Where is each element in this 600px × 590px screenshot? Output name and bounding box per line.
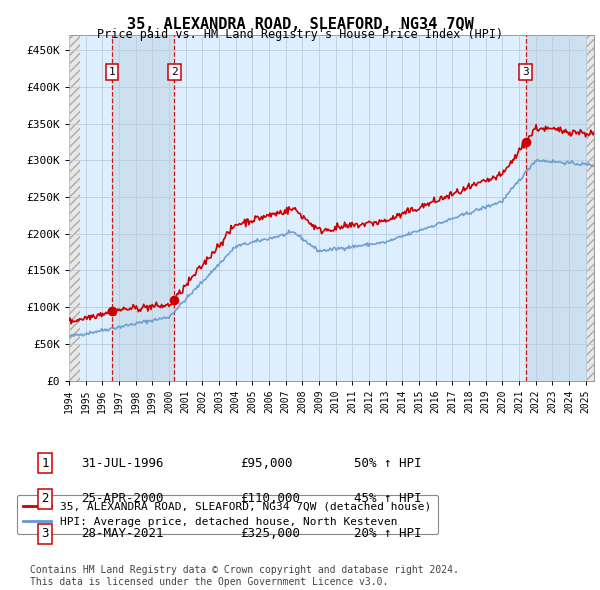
Text: 25-APR-2000: 25-APR-2000 bbox=[81, 492, 163, 505]
Bar bbox=[526, 35, 586, 381]
Text: 50% ↑ HPI: 50% ↑ HPI bbox=[354, 457, 421, 470]
Text: 20% ↑ HPI: 20% ↑ HPI bbox=[354, 527, 421, 540]
Text: £95,000: £95,000 bbox=[240, 457, 293, 470]
Text: 45% ↑ HPI: 45% ↑ HPI bbox=[354, 492, 421, 505]
Legend: 35, ALEXANDRA ROAD, SLEAFORD, NG34 7QW (detached house), HPI: Average price, det: 35, ALEXANDRA ROAD, SLEAFORD, NG34 7QW (… bbox=[17, 495, 438, 534]
Text: 1: 1 bbox=[109, 67, 115, 77]
Text: Price paid vs. HM Land Registry's House Price Index (HPI): Price paid vs. HM Land Registry's House … bbox=[97, 28, 503, 41]
Bar bbox=[69, 35, 80, 381]
Text: Contains HM Land Registry data © Crown copyright and database right 2024.
This d: Contains HM Land Registry data © Crown c… bbox=[30, 565, 459, 587]
Text: 28-MAY-2021: 28-MAY-2021 bbox=[81, 527, 163, 540]
Text: 2: 2 bbox=[171, 67, 178, 77]
Bar bbox=[586, 35, 600, 381]
Text: 1: 1 bbox=[41, 457, 49, 470]
Text: 31-JUL-1996: 31-JUL-1996 bbox=[81, 457, 163, 470]
Text: 2: 2 bbox=[41, 492, 49, 505]
Text: 3: 3 bbox=[523, 67, 529, 77]
Bar bbox=[112, 35, 175, 381]
Text: £325,000: £325,000 bbox=[240, 527, 300, 540]
Text: 35, ALEXANDRA ROAD, SLEAFORD, NG34 7QW: 35, ALEXANDRA ROAD, SLEAFORD, NG34 7QW bbox=[127, 17, 473, 31]
Text: 3: 3 bbox=[41, 527, 49, 540]
Text: £110,000: £110,000 bbox=[240, 492, 300, 505]
